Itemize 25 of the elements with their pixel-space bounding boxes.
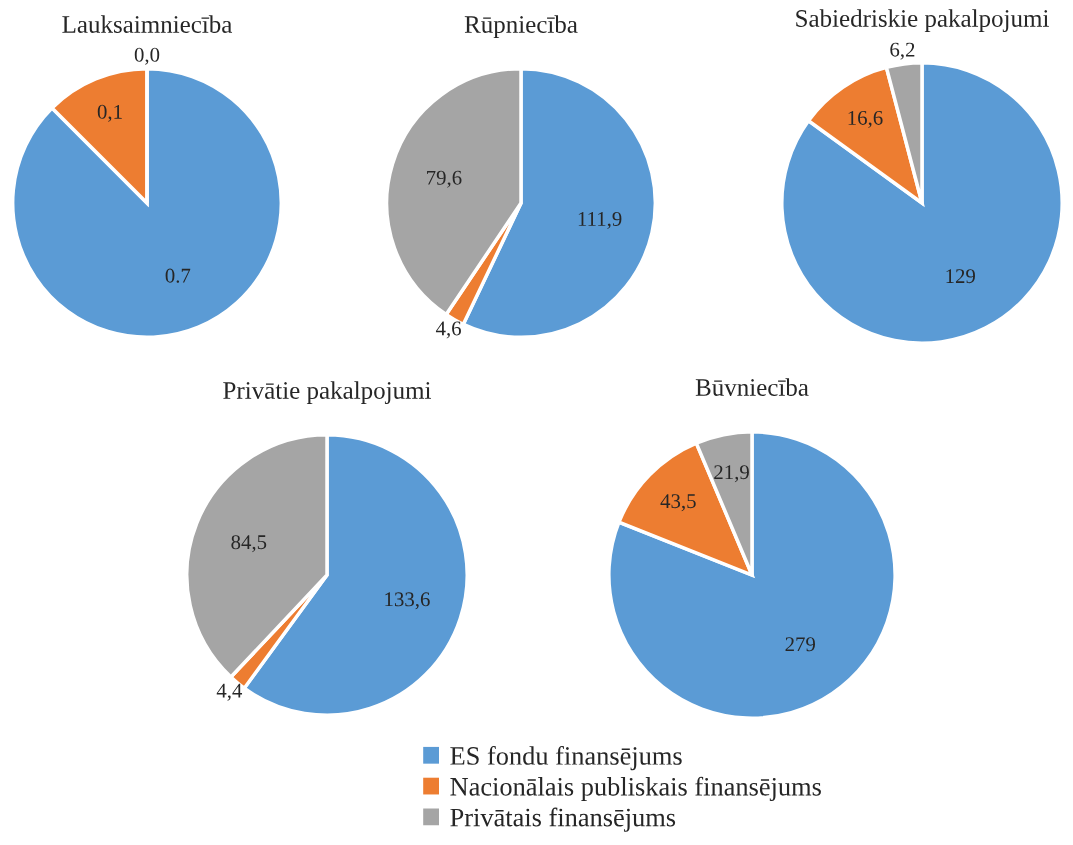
chart-title: Sabiedriskie pakalpojumi [796,9,1049,32]
data-label: 6,2 [890,42,915,60]
chart-title: Rūpniecība [464,15,578,38]
data-label: 279 [785,637,816,652]
data-label: 111,9 [578,211,622,229]
data-label: 43,5 [660,494,696,512]
data-label: 0,1 [97,104,122,122]
text: 0,0 [134,47,160,65]
legend-label: ES fondu finansējums [450,746,682,771]
data-label: 84,5 [231,535,267,553]
pie-slice [607,430,897,720]
data-label: 4,4 [216,683,243,701]
data-label: 129 [946,269,976,284]
data-label: 4,6 [435,321,461,339]
data-label: 133,6 [385,592,430,610]
chart-title: Būvniecība [695,378,809,396]
legend-label: Nacionālais publiskais finansējums [450,776,821,802]
chart-title: Lauksaimniecība [62,15,233,33]
data-label: 0.7 [165,268,191,283]
data-label: 79,6 [427,170,462,188]
chart-title: Privātie pakalpojumi [223,381,432,404]
pie-slice [780,61,1064,345]
legend-label: Privātais finansējums [450,807,676,832]
data-label: 16,6 [848,110,883,128]
data-label: 21,9 [714,465,749,483]
